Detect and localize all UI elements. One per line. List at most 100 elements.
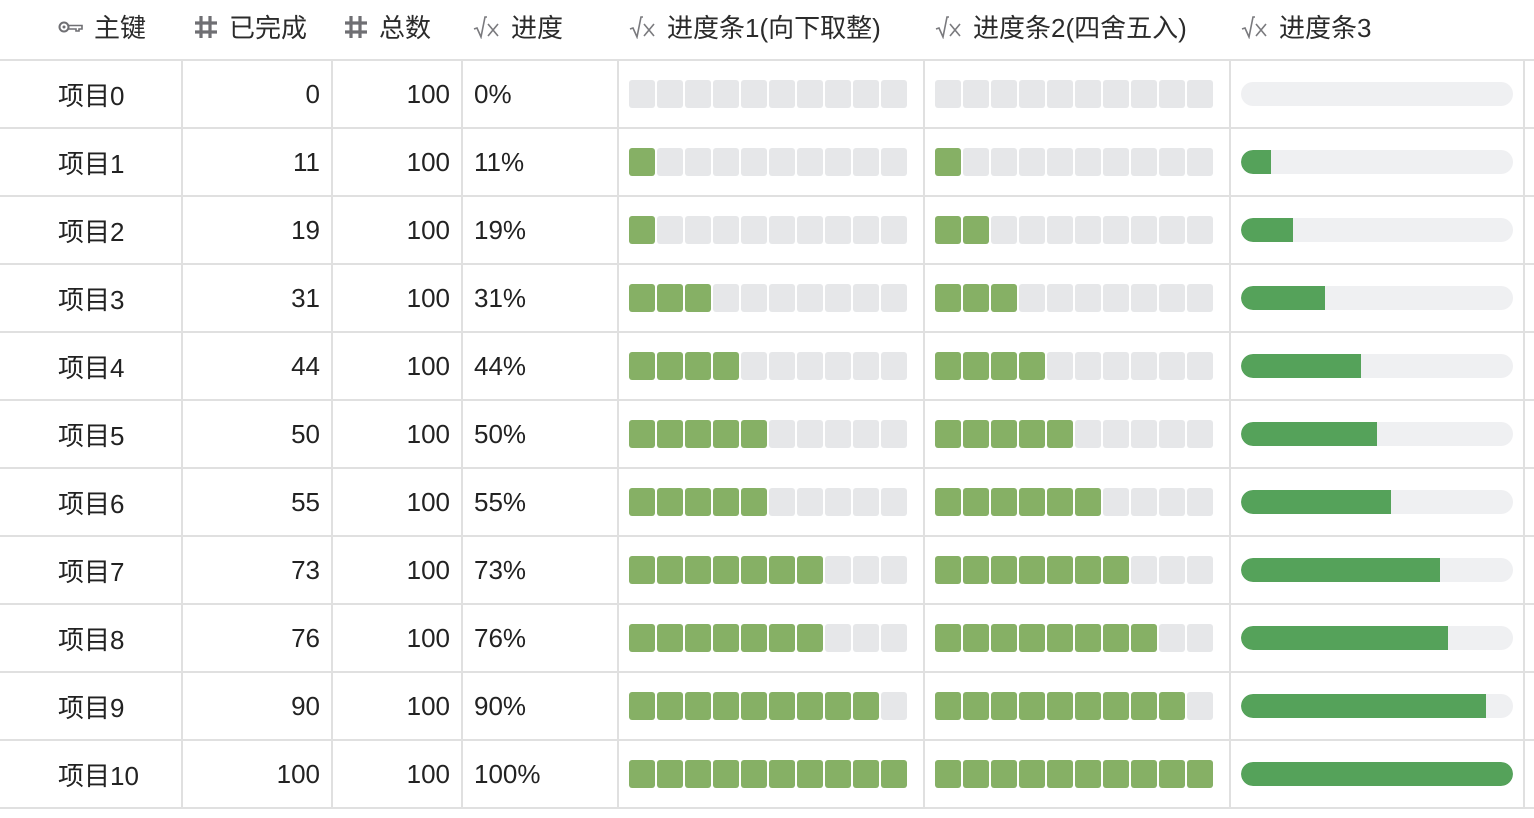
cell-progress[interactable]: 31%: [463, 265, 619, 331]
cell-progress-bar-2[interactable]: [925, 265, 1231, 331]
cell-done[interactable]: 44: [183, 333, 333, 399]
cell-done[interactable]: 19: [183, 197, 333, 263]
cell-progress-bar-2[interactable]: [925, 401, 1231, 467]
cell-progress[interactable]: 50%: [463, 401, 619, 467]
column-header-primary-key[interactable]: 主键: [0, 0, 183, 59]
cell-total[interactable]: 100: [333, 401, 463, 467]
cell-progress-bar-1[interactable]: [619, 741, 925, 807]
cell-done[interactable]: 73: [183, 537, 333, 603]
cell-done[interactable]: 0: [183, 61, 333, 127]
cell-progress-bar-3[interactable]: [1231, 469, 1525, 535]
table-row[interactable]: 项目1 11 100 11%: [0, 129, 1534, 197]
cell-primary-key[interactable]: 项目8: [0, 605, 183, 671]
cell-total[interactable]: 100: [333, 129, 463, 195]
cell-progress[interactable]: 0%: [463, 61, 619, 127]
cell-primary-key[interactable]: 项目10: [0, 741, 183, 807]
cell-progress-bar-1[interactable]: [619, 537, 925, 603]
cell-progress-bar-1[interactable]: [619, 605, 925, 671]
cell-done[interactable]: 76: [183, 605, 333, 671]
cell-progress-bar-1[interactable]: [619, 673, 925, 739]
cell-done[interactable]: 90: [183, 673, 333, 739]
cell-total[interactable]: 100: [333, 605, 463, 671]
cell-total[interactable]: 100: [333, 61, 463, 127]
column-header-total[interactable]: 总数: [333, 0, 463, 59]
cell-progress[interactable]: 55%: [463, 469, 619, 535]
column-header-progress-bar-3[interactable]: 进度条3: [1231, 0, 1525, 59]
table-row[interactable]: 项目4 44 100 44%: [0, 333, 1534, 401]
cell-total[interactable]: 100: [333, 265, 463, 331]
cell-progress-bar-3[interactable]: [1231, 741, 1525, 807]
cell-progress-bar-3[interactable]: [1231, 537, 1525, 603]
table-row[interactable]: 项目7 73 100 73%: [0, 537, 1534, 605]
cell-total[interactable]: 100: [333, 469, 463, 535]
cell-primary-key[interactable]: 项目9: [0, 673, 183, 739]
progress-segment-filled: [963, 420, 989, 448]
cell-done[interactable]: 50: [183, 401, 333, 467]
cell-progress-bar-1[interactable]: [619, 129, 925, 195]
table-row[interactable]: 项目10 100 100 100%: [0, 741, 1534, 809]
cell-primary-key[interactable]: 项目6: [0, 469, 183, 535]
cell-progress-bar-2[interactable]: [925, 61, 1231, 127]
cell-progress-bar-3[interactable]: [1231, 129, 1525, 195]
column-header-done[interactable]: 已完成: [183, 0, 333, 59]
cell-progress-bar-2[interactable]: [925, 197, 1231, 263]
cell-done[interactable]: 31: [183, 265, 333, 331]
cell-progress-bar-3[interactable]: [1231, 265, 1525, 331]
cell-progress-bar-1[interactable]: [619, 333, 925, 399]
cell-progress-bar-3[interactable]: [1231, 197, 1525, 263]
done-value: 0: [305, 78, 320, 109]
cell-progress-bar-2[interactable]: [925, 673, 1231, 739]
cell-total[interactable]: 100: [333, 333, 463, 399]
cell-primary-key[interactable]: 项目2: [0, 197, 183, 263]
cell-primary-key[interactable]: 项目4: [0, 333, 183, 399]
cell-total[interactable]: 100: [333, 673, 463, 739]
cell-primary-key[interactable]: 项目7: [0, 537, 183, 603]
cell-progress-bar-2[interactable]: [925, 605, 1231, 671]
cell-progress[interactable]: 76%: [463, 605, 619, 671]
cell-progress[interactable]: 90%: [463, 673, 619, 739]
column-header-progress[interactable]: 进度: [463, 0, 619, 59]
cell-done[interactable]: 55: [183, 469, 333, 535]
cell-progress-bar-3[interactable]: [1231, 605, 1525, 671]
cell-progress-bar-1[interactable]: [619, 197, 925, 263]
cell-progress-bar-1[interactable]: [619, 469, 925, 535]
table-row[interactable]: 项目9 90 100 90%: [0, 673, 1534, 741]
column-header-progress-bar-1[interactable]: 进度条1(向下取整): [619, 0, 925, 59]
cell-progress[interactable]: 11%: [463, 129, 619, 195]
column-header-progress-bar-2[interactable]: 进度条2(四舍五入): [925, 0, 1231, 59]
cell-primary-key[interactable]: 项目0: [0, 61, 183, 127]
cell-total[interactable]: 100: [333, 197, 463, 263]
cell-primary-key[interactable]: 项目5: [0, 401, 183, 467]
cell-primary-key[interactable]: 项目3: [0, 265, 183, 331]
cell-progress[interactable]: 73%: [463, 537, 619, 603]
cell-done[interactable]: 100: [183, 741, 333, 807]
cell-progress-bar-3[interactable]: [1231, 401, 1525, 467]
cell-progress-bar-1[interactable]: [619, 265, 925, 331]
table-row[interactable]: 项目8 76 100 76%: [0, 605, 1534, 673]
table-row[interactable]: 项目5 50 100 50%: [0, 401, 1534, 469]
cell-done[interactable]: 11: [183, 129, 333, 195]
cell-progress[interactable]: 44%: [463, 333, 619, 399]
progress-segment-filled: [935, 420, 961, 448]
table-row[interactable]: 项目2 19 100 19%: [0, 197, 1534, 265]
progress-segment-filled: [629, 148, 655, 176]
cell-progress-bar-3[interactable]: [1231, 673, 1525, 739]
cell-primary-key[interactable]: 项目1: [0, 129, 183, 195]
cell-progress-bar-2[interactable]: [925, 741, 1231, 807]
cell-progress-bar-1[interactable]: [619, 61, 925, 127]
table-row[interactable]: 项目3 31 100 31%: [0, 265, 1534, 333]
table-row[interactable]: 项目6 55 100 55%: [0, 469, 1534, 537]
cell-total[interactable]: 100: [333, 537, 463, 603]
cell-progress-bar-2[interactable]: [925, 333, 1231, 399]
cell-total[interactable]: 100: [333, 741, 463, 807]
progress-segment-empty: [1131, 352, 1157, 380]
cell-progress-bar-2[interactable]: [925, 537, 1231, 603]
table-row[interactable]: 项目0 0 100 0%: [0, 61, 1534, 129]
cell-progress-bar-1[interactable]: [619, 401, 925, 467]
cell-progress-bar-2[interactable]: [925, 129, 1231, 195]
cell-progress-bar-3[interactable]: [1231, 333, 1525, 399]
cell-progress-bar-3[interactable]: [1231, 61, 1525, 127]
cell-progress[interactable]: 19%: [463, 197, 619, 263]
cell-progress[interactable]: 100%: [463, 741, 619, 807]
cell-progress-bar-2[interactable]: [925, 469, 1231, 535]
